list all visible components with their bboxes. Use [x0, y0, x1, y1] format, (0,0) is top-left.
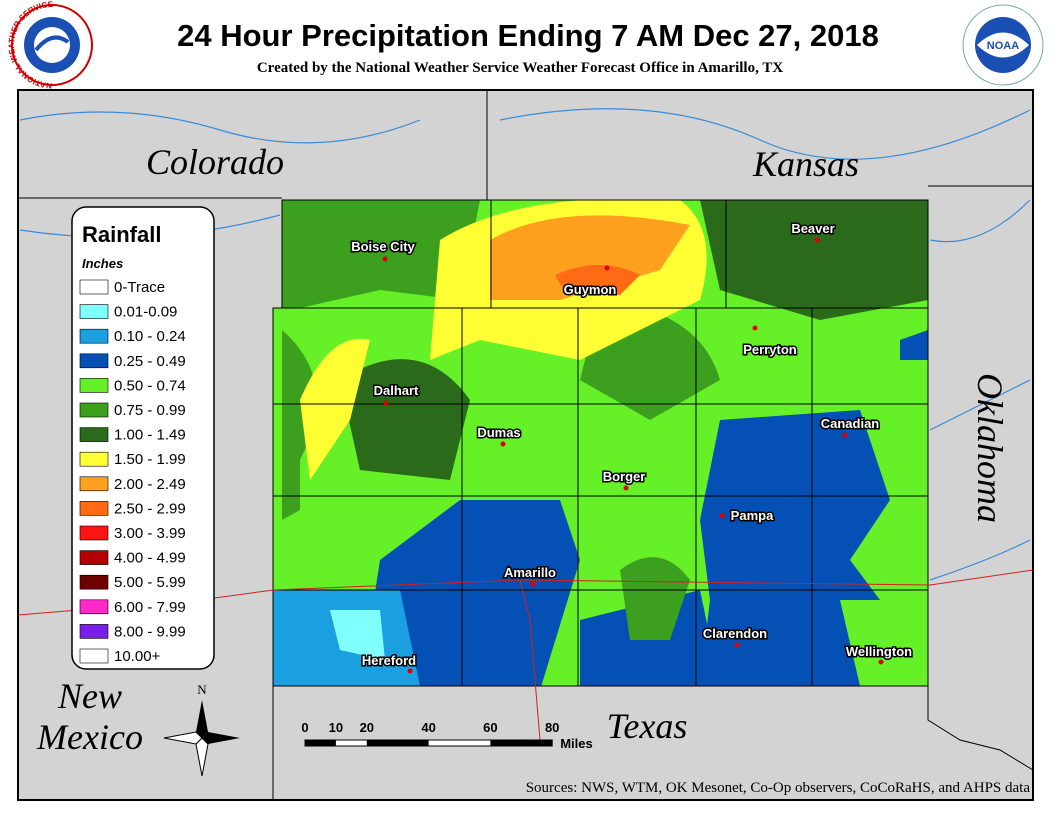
legend-label: 0.25 - 0.49	[114, 353, 186, 370]
legend-swatch	[79, 279, 109, 295]
state-label: Colorado	[146, 142, 284, 182]
noaa-text: NOAA	[987, 40, 1019, 52]
legend-label: 1.50 - 1.99	[114, 451, 186, 468]
city-label: Canadian	[821, 416, 880, 431]
scale-tick-label: 40	[421, 720, 435, 735]
legend-label: 8.00 - 9.99	[114, 623, 186, 640]
legend-label: 4.00 - 4.99	[114, 550, 186, 567]
city-dot	[623, 485, 629, 491]
legend-label: 0.01-0.09	[114, 304, 177, 321]
legend-swatch	[79, 402, 109, 418]
city-dot	[734, 642, 740, 648]
city-label: Clarendon	[703, 626, 767, 641]
city-dot	[500, 441, 506, 447]
legend-label: 0.50 - 0.74	[114, 377, 186, 394]
cities: Boise City Guymon Beaver Perryton Dalhart Dum…	[350, 220, 914, 674]
state-label: Mexico	[36, 717, 143, 757]
city-dot	[407, 668, 413, 674]
state-label: Texas	[607, 706, 688, 746]
legend-swatch	[79, 624, 109, 639]
legend-swatch	[79, 525, 109, 541]
city-dot	[530, 581, 536, 587]
scale-tick-label: 80	[545, 720, 559, 735]
legend-swatch	[79, 328, 109, 344]
map	[17, 89, 1034, 801]
city-label: Dalhart	[374, 383, 419, 398]
scale-segment	[366, 740, 429, 746]
legend-title: Rainfall	[82, 222, 161, 247]
legend-swatch	[79, 451, 109, 467]
legend-swatch	[79, 501, 109, 516]
state-label: New	[57, 676, 122, 716]
city-dot	[719, 513, 725, 519]
legend-label: 3.00 - 3.99	[114, 525, 186, 542]
legend: Rainfall Inches 0-Trace 0.01-0.09 0.10 - 0…	[71, 206, 215, 670]
legend-swatch	[79, 378, 109, 393]
legend-label: 10.00+	[114, 648, 161, 665]
city-label: Wellington	[846, 644, 912, 659]
legend-label: 0.75 - 0.99	[114, 402, 186, 419]
scale-segment	[305, 740, 336, 746]
scale-tick-label: 0	[301, 720, 308, 735]
compass: N	[163, 682, 240, 777]
city-label: Hereford	[362, 653, 416, 668]
legend-swatch	[79, 599, 109, 615]
legend-units: Inches	[82, 256, 123, 271]
legend-label: 0.10 - 0.24	[114, 328, 186, 345]
legend-swatch	[79, 304, 109, 319]
city-dot	[383, 400, 389, 406]
city-label: Pampa	[731, 508, 774, 523]
scale-tick-label: 60	[483, 720, 497, 735]
compass-label: N	[197, 682, 207, 697]
scale-tick-label: 10	[329, 720, 343, 735]
legend-label: 2.50 - 2.99	[114, 500, 186, 517]
legend-label: 1.00 - 1.49	[114, 427, 186, 444]
city-label: Beaver	[791, 221, 834, 236]
legend-swatch	[79, 550, 109, 565]
subtitle: Created by the National Weather Service …	[257, 60, 783, 76]
city-dot	[604, 265, 610, 271]
title: 24 Hour Precipitation Ending 7 AM Dec 27…	[177, 18, 879, 53]
legend-swatch	[79, 427, 109, 442]
legend-label: 0-Trace	[114, 279, 165, 296]
legend-swatch	[79, 574, 109, 590]
scale-unit: Miles	[560, 736, 593, 751]
state-label: Oklahoma	[970, 373, 1010, 523]
city-label: Boise City	[351, 239, 415, 254]
city-dot	[878, 659, 884, 665]
nws-logo: NATIONAL WEATHER SERVICE	[7, 0, 93, 90]
state-label: Kansas	[752, 144, 859, 184]
city-dot	[814, 237, 820, 243]
legend-label: 5.00 - 5.99	[114, 574, 186, 591]
city-label: Guymon	[564, 282, 617, 297]
city-dot	[842, 432, 848, 438]
city-label: Amarillo	[504, 565, 556, 580]
city-label: Perryton	[743, 342, 797, 357]
city-dot	[382, 256, 388, 262]
scale-tick-label: 20	[360, 720, 374, 735]
legend-label: 2.00 - 2.49	[114, 476, 186, 493]
city-label: Borger	[603, 469, 646, 484]
legend-swatch	[79, 476, 109, 492]
city-label: Dumas	[477, 425, 520, 440]
legend-swatch	[79, 353, 109, 369]
legend-swatch	[79, 648, 109, 664]
noaa-logo: NOAA	[962, 4, 1044, 86]
sources: Sources: NWS, WTM, OK Mesonet, Co-Op obs…	[526, 780, 1031, 796]
city-dot	[752, 325, 758, 331]
legend-label: 6.00 - 7.99	[114, 599, 186, 616]
scale-segment	[490, 740, 553, 746]
